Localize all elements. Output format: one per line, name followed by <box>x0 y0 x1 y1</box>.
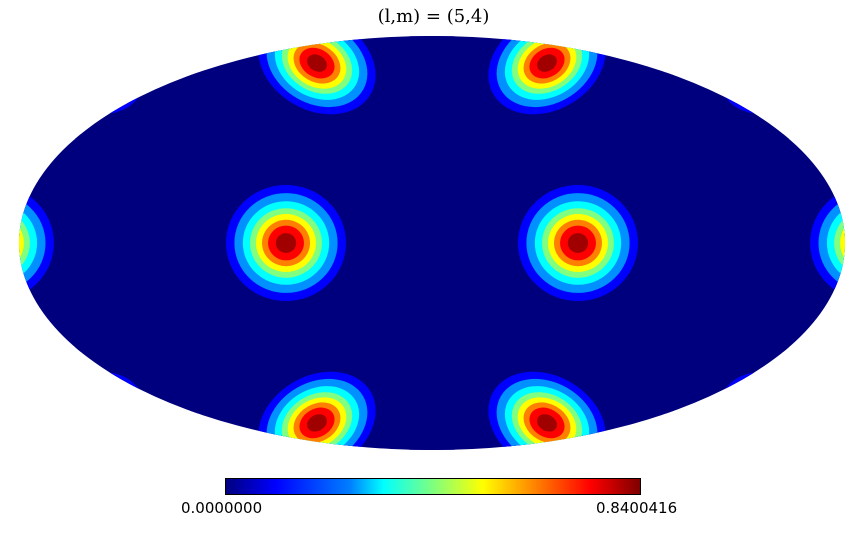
polar-lobe <box>279 519 311 527</box>
lobe-ring <box>537 414 557 432</box>
lobe-ring <box>741 36 813 94</box>
lobe-ring <box>759 407 795 439</box>
lobe-ring <box>63 42 111 84</box>
lobe-ring <box>63 402 111 444</box>
lobe-ring <box>747 397 807 449</box>
polar-lobe <box>559 520 579 526</box>
lobe-ring <box>840 214 845 272</box>
lobe-ring <box>51 392 123 450</box>
nodal-line <box>137 36 433 450</box>
polar-lobe <box>389 519 421 527</box>
lobe-ring <box>57 397 117 449</box>
polar-lobe <box>285 520 305 526</box>
lobe-ring <box>69 407 105 439</box>
lobe-ring <box>747 37 807 89</box>
lobe-ring <box>57 37 117 89</box>
polar-lobe <box>547 517 591 529</box>
lobe-ring <box>753 42 801 84</box>
lobe-ring <box>76 414 97 432</box>
lobe-ring <box>753 402 801 444</box>
polar-lobe <box>383 517 427 529</box>
lobe-ring <box>0 233 4 253</box>
lobe-ring <box>759 47 795 79</box>
lobe-ring <box>734 386 820 450</box>
lobe-ring <box>734 36 820 100</box>
lobe-ring <box>307 54 327 72</box>
lobe-ring <box>275 233 297 253</box>
polar-lobe <box>395 520 415 526</box>
lobe-ring <box>860 233 867 253</box>
lobe-ring <box>69 47 105 79</box>
lobe-ring <box>537 54 557 72</box>
chart-title: (l,m) = (5,4) <box>377 6 490 27</box>
lobe-ring <box>0 226 12 261</box>
polar-lobe <box>517 519 549 527</box>
lobe-ring <box>852 226 867 261</box>
polar-lobe <box>273 517 317 529</box>
lobe-ring <box>767 54 788 72</box>
polar-lobe <box>523 520 543 526</box>
lobe-ring <box>19 214 24 272</box>
polar-lobe <box>443 519 475 527</box>
polar-lobe <box>449 520 469 526</box>
lobe-ring <box>51 36 123 94</box>
polar-lobe <box>315 519 347 527</box>
polar-lobe <box>553 519 585 527</box>
polar-lobe <box>309 517 353 529</box>
lobe-ring <box>567 233 589 253</box>
lobe-ring <box>0 220 18 266</box>
polar-lobe <box>437 517 481 529</box>
polar-lobe <box>321 520 341 526</box>
lobe-ring <box>741 392 813 450</box>
nodal-line <box>431 36 727 450</box>
lobe-ring <box>44 36 130 100</box>
central-nodal-band <box>399 36 465 450</box>
lobe-ring <box>846 220 867 266</box>
lobe-ring <box>767 414 788 432</box>
lobe-ring <box>307 414 327 432</box>
lobe-ring <box>76 54 97 72</box>
colorbar-max-label: 0.8400416 <box>596 499 678 517</box>
polar-lobe <box>511 517 555 529</box>
colorbar <box>225 478 641 495</box>
colorbar-min-label: 0.0000000 <box>181 499 263 517</box>
lobe-ring <box>44 386 130 450</box>
